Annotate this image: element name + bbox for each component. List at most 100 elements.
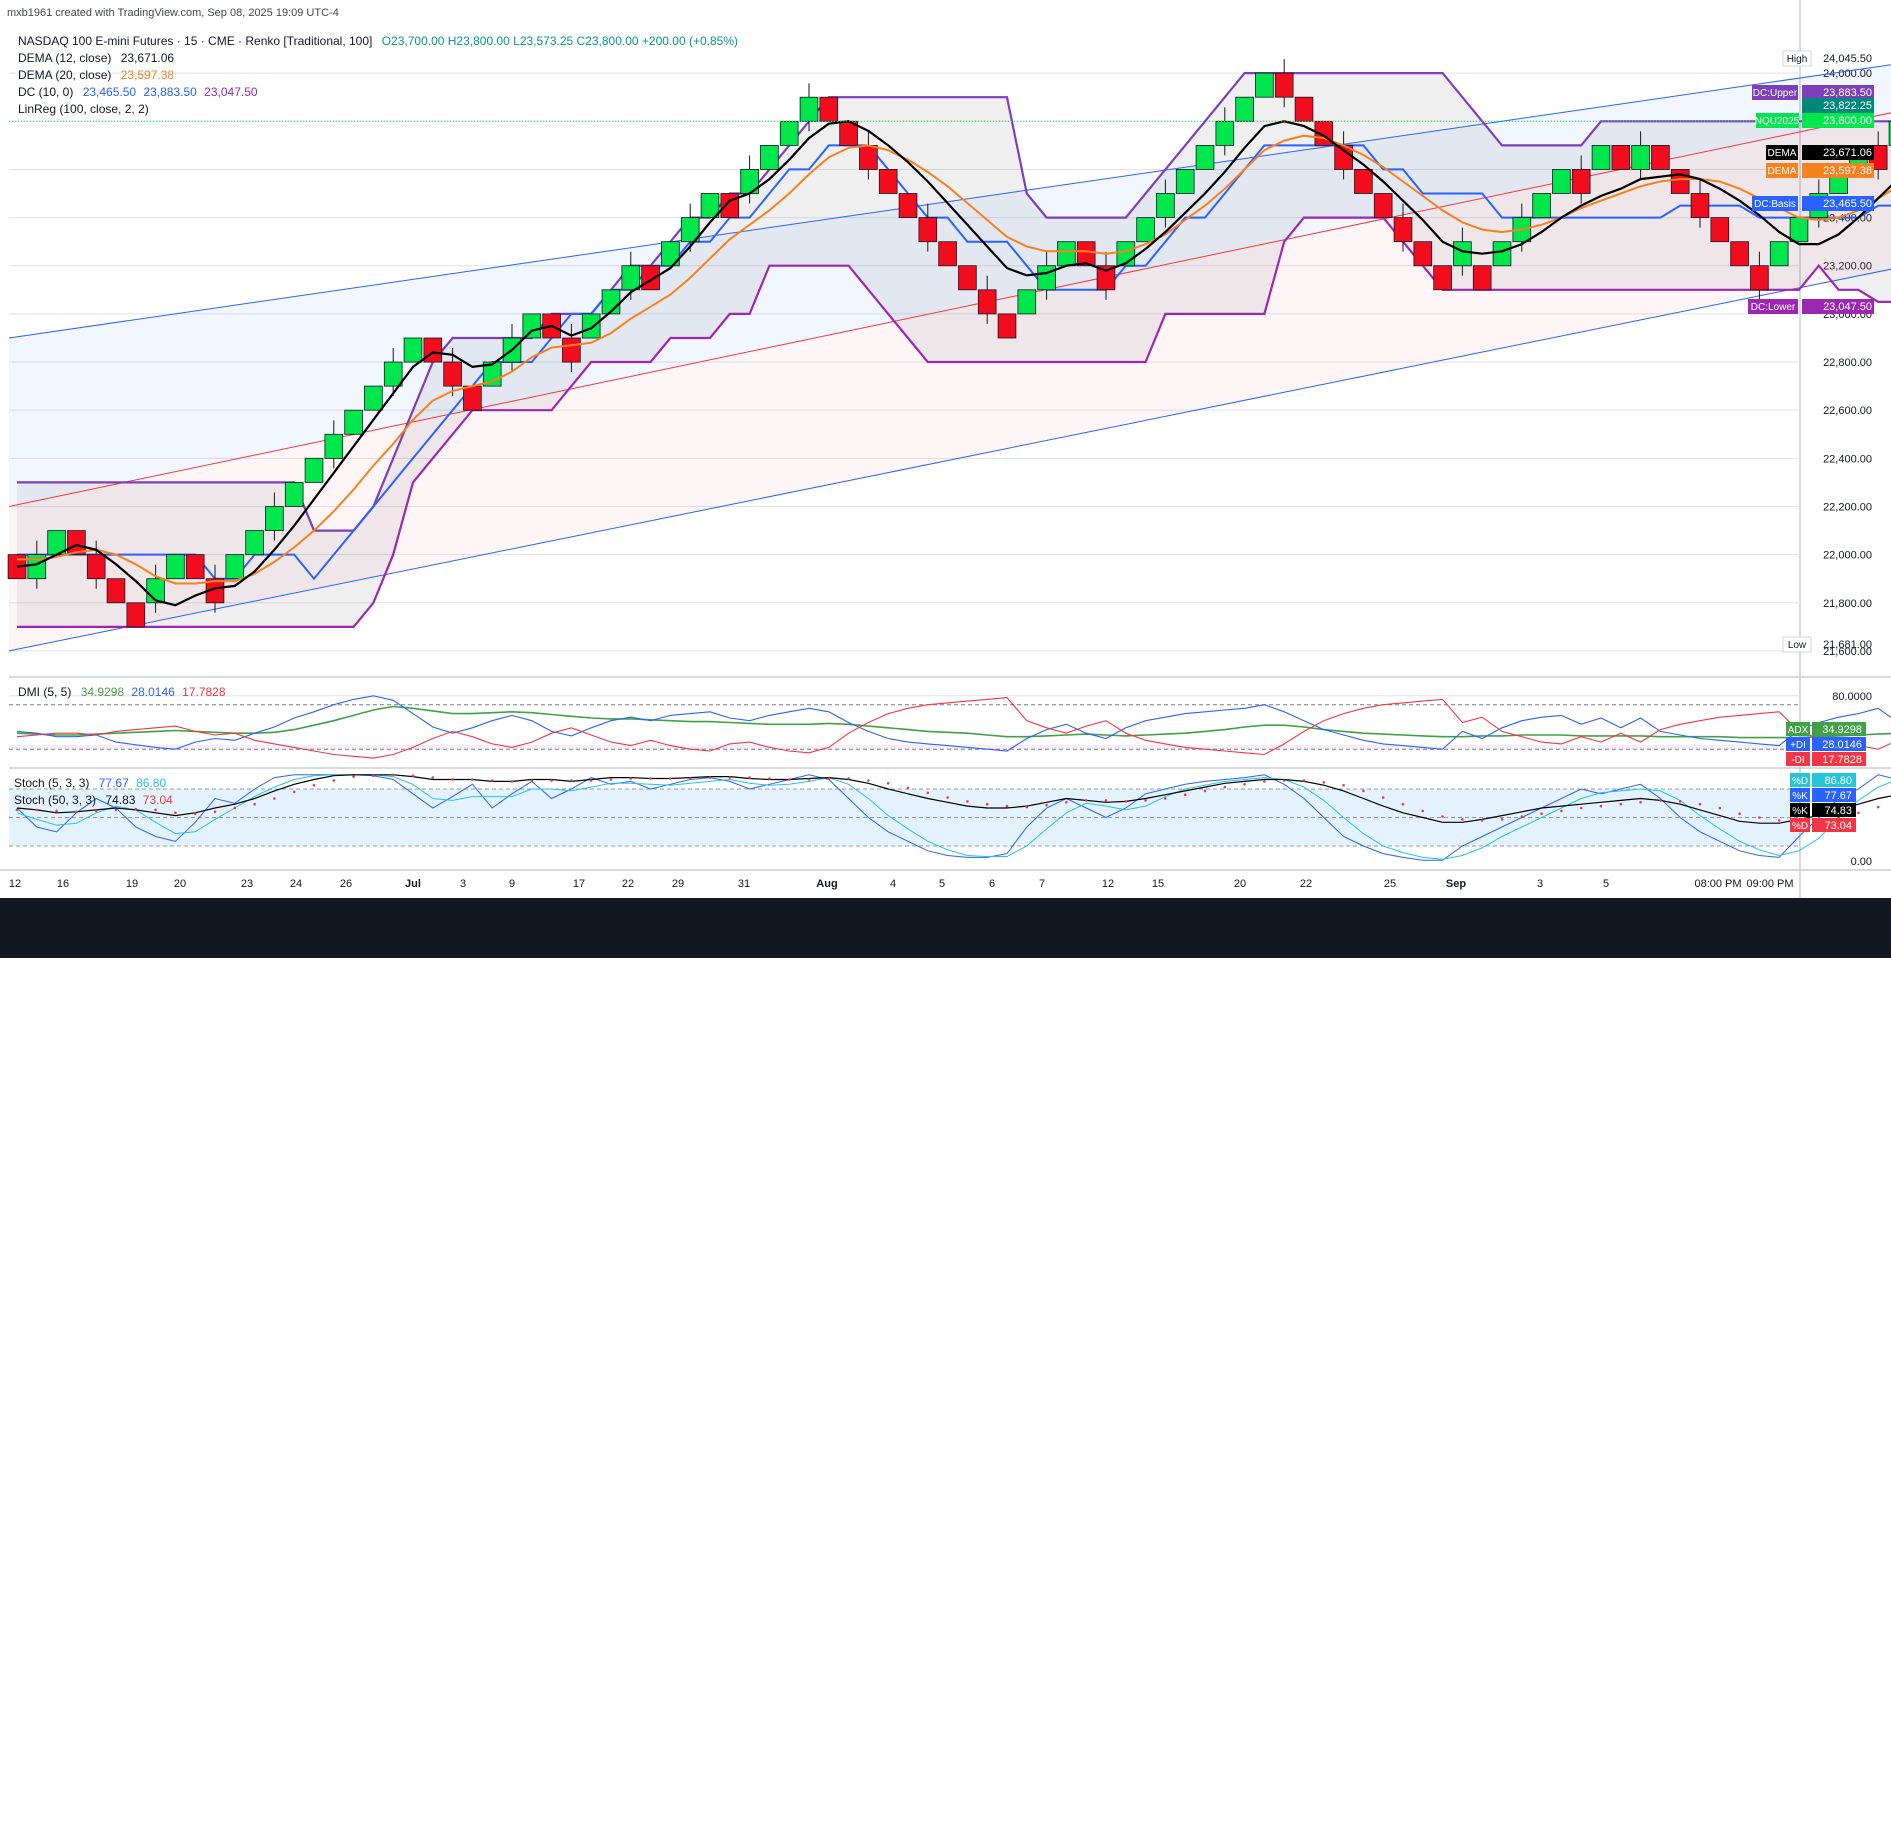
legend-dmi[interactable]: DMI (5, 5) 34.9298 28.0146 17.7828 [18, 685, 226, 699]
stoch-slow-d-dot [1698, 802, 1702, 806]
price-tag-label: DEMA [1768, 166, 1797, 177]
stoch-slow-d-dot [1164, 797, 1167, 800]
brick-down [126, 602, 146, 628]
stoch-slow-d-dot [75, 810, 78, 814]
tradingview-logo[interactable]: TradingView [12, 1813, 166, 1836]
price-tag-label-bg [1752, 85, 1798, 100]
legend-dc-upper: 23,883.50 [143, 85, 197, 99]
brick-up [1255, 72, 1274, 98]
linreg-lower-line [8, 268, 1891, 652]
stoch-slow-d-dot [1857, 811, 1860, 815]
legend-stoch-slow-label: Stoch (50, 3, 3) [14, 793, 97, 807]
brick-down [1413, 241, 1433, 267]
time-tick-label: Jul [405, 878, 421, 890]
stoch-slow-d-dot [1738, 812, 1741, 815]
price-tag-label-bg [1748, 299, 1798, 314]
brick-up [1769, 241, 1789, 267]
brick-down [977, 289, 997, 315]
dmi-minus-di-line [16, 697, 1891, 759]
brick-up [760, 144, 779, 170]
brick-down [1373, 193, 1393, 219]
brick-down [997, 313, 1017, 339]
stoch-slow-d-dot [1520, 815, 1524, 818]
price-tag-value: 23,800.00 [1823, 115, 1872, 127]
stoch-slow-d-dot [847, 777, 850, 780]
stoch-slow-d-dot [1599, 804, 1603, 808]
stoch-slow-d-dot [1461, 818, 1464, 821]
brick-up [1552, 168, 1571, 194]
price-tag-value: 23,671.06 [1823, 147, 1872, 159]
brick-up [1156, 193, 1175, 219]
price-tick-label: 22,800.00 [1823, 357, 1872, 369]
chart-frame: 24,000.0023,800.0023,600.0023,400.0023,2… [0, 0, 1891, 958]
brick-up [403, 337, 423, 363]
legend-main: NASDAQ 100 E-mini Futures · 15 · CME · R… [18, 34, 738, 48]
dmi-tag-label-bg [1786, 737, 1810, 751]
stoch-slow-d-dot [570, 779, 573, 782]
dmi-tag-label: ADX [1788, 725, 1809, 736]
dmi-tag-value: 28.0146 [1822, 739, 1862, 751]
stoch-tag-value-bg [1812, 773, 1856, 787]
price-tag-value: 23,465.50 [1823, 198, 1872, 210]
legend-symbol[interactable]: NASDAQ 100 E-mini Futures · 15 · CME · R… [18, 34, 373, 48]
time-tick-label: 25 [1384, 878, 1396, 890]
brick-up [661, 241, 680, 267]
chart-svg[interactable]: 24,000.0023,800.0023,600.0023,400.0023,2… [0, 0, 1891, 898]
stoch-slow-d-dot [15, 808, 19, 812]
legend-dema12[interactable]: DEMA (12, close) 23,671.06 [18, 51, 174, 65]
stoch-slow-d-dot [1659, 799, 1662, 802]
legend-stoch-fast[interactable]: Stoch (5, 3, 3) 77.67 86.80 [14, 776, 166, 790]
brick-up [621, 265, 641, 291]
time-tick-label: 5 [1603, 878, 1609, 890]
brick-up [166, 554, 185, 580]
stoch-slow-d-dot [1203, 789, 1207, 793]
price-tag [1802, 299, 1874, 314]
time-tick-label: 7 [1039, 878, 1045, 890]
price-pane [9, 25, 1800, 675]
stoch-tag-value: 86.80 [1824, 775, 1852, 787]
stoch-tag-label-bg [1790, 818, 1810, 832]
stoch-slow-d-dot [966, 800, 969, 803]
stoch-slow-d-dot [391, 773, 395, 777]
legend-linreg[interactable]: LinReg (100, close, 2, 2) [18, 102, 149, 116]
legend-dc[interactable]: DC (10, 0) 23,465.50 23,883.50 23,047.50 [18, 85, 258, 99]
stoch-slow-d-dot [1263, 780, 1266, 783]
stoch-slow-d-dot [886, 782, 890, 785]
legend-dmi-label: DMI (5, 5) [18, 685, 72, 699]
time-tick-label: 24 [290, 878, 302, 890]
brick-down [1730, 241, 1749, 267]
brick-up [1037, 265, 1056, 291]
brick-up [245, 530, 264, 556]
price-tag-label: DC:Basis [1754, 199, 1796, 210]
stoch-tag-label-bg [1790, 803, 1810, 817]
legend-dema20[interactable]: DEMA (20, close) 23,597.38 [18, 68, 174, 82]
stoch-tag-value: 77.67 [1824, 790, 1852, 802]
stoch-slow-d-dot [1777, 819, 1781, 822]
brick-down [443, 361, 462, 387]
brick-down [1274, 72, 1294, 98]
stoch-slow-d-dot [530, 779, 534, 782]
time-tick-label: 22 [1300, 878, 1312, 890]
stoch-slow-d-dot [1579, 806, 1583, 810]
tradingview-logo-text: TradingView [46, 1813, 166, 1835]
time-tick-label: 4 [890, 878, 896, 890]
stoch-slow-d-dot [154, 808, 157, 812]
price-tick-label: 22,200.00 [1823, 501, 1872, 513]
dmi-tag-value: 34.9298 [1822, 724, 1862, 736]
stoch-slow-d-dot [649, 777, 652, 780]
legend-stoch-slow[interactable]: Stoch (50, 3, 3) 74.83 73.04 [14, 793, 173, 807]
stoch-slow-d-dot [510, 780, 514, 783]
stoch-slow-d-dot [1084, 799, 1088, 802]
price-tag [1802, 145, 1874, 160]
brick-down [185, 554, 205, 580]
price-tag-value: 23,047.50 [1823, 301, 1872, 313]
time-tick-label: 22 [622, 878, 634, 890]
brick-up [265, 506, 284, 532]
legend-dc-lower: 23,047.50 [204, 85, 258, 99]
stoch-tag-label: %K [1792, 791, 1808, 802]
stoch-slow-d-dot [1758, 816, 1761, 819]
stoch-tag-label: %D [1792, 821, 1808, 832]
stoch-slow-d-dot [550, 779, 553, 782]
stoch-slow-d-dot [1500, 818, 1504, 821]
brick-down [463, 385, 482, 411]
